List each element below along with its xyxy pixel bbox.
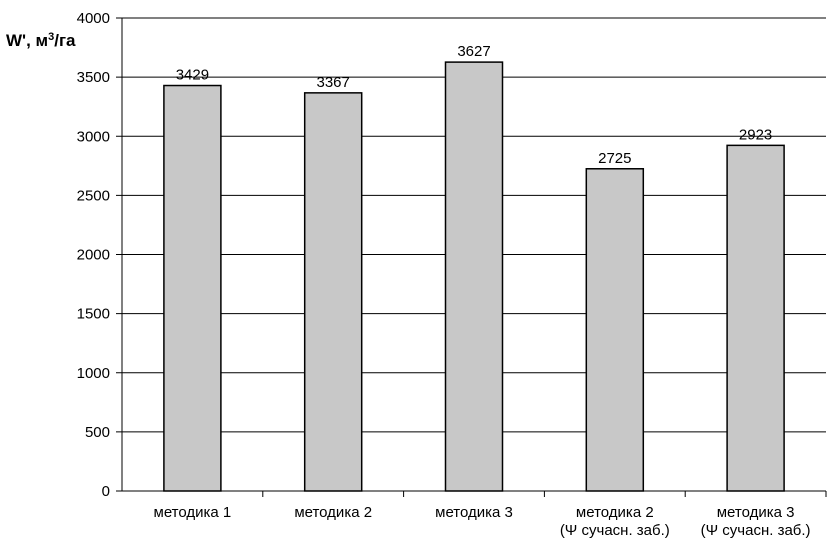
x-tick-label-5: методика 3 (Ψ сучасн. заб.) (701, 504, 811, 539)
x-tick-label-1: методика 1 (154, 504, 232, 521)
y-tick-label-1000: 1000 (77, 365, 110, 382)
y-axis-title-suffix: /га (54, 31, 76, 50)
x-tick-label-5-line-2: (Ψ сучасн. заб.) (701, 522, 811, 539)
bar-1 (163, 84, 222, 492)
y-tick-label-500: 500 (85, 424, 110, 441)
x-tick-label-3-line-1: методика 3 (435, 504, 513, 521)
y-tick-label-4000: 4000 (77, 10, 110, 27)
bar-layer (163, 61, 785, 492)
data-label-3: 3627 (457, 43, 490, 60)
x-tick-label-4-line-2: (Ψ сучасн. заб.) (560, 522, 670, 539)
bar-4 (585, 168, 645, 492)
y-axis-title-prefix: W', м (6, 31, 48, 50)
y-axis-title-sup: 3 (48, 31, 54, 43)
x-tick-label-2-line-1: методика 2 (294, 504, 372, 521)
bar-5 (726, 144, 785, 492)
bar-2 (303, 92, 363, 492)
data-label-2: 3367 (317, 74, 350, 91)
y-tick-label-1500: 1500 (77, 306, 110, 323)
y-tick-label-2000: 2000 (77, 247, 110, 264)
y-axis-title: W', м3/га (6, 31, 76, 50)
y-tick-label-0: 0 (102, 483, 110, 500)
y-tick-label-3000: 3000 (77, 128, 110, 145)
x-tick-label-4-line-1: методика 2 (576, 504, 654, 521)
x-tick-label-5-line-1: методика 3 (717, 504, 795, 521)
x-tick-label-1-line-1: методика 1 (154, 504, 232, 521)
x-tick-label-4: методика 2 (Ψ сучасн. заб.) (560, 504, 670, 539)
label-layer: 0 500 1000 1500 2000 2500 3000 3500 4000 3429 мето… (77, 10, 811, 539)
data-label-4: 2725 (598, 150, 631, 167)
y-tick-label-2500: 2500 (77, 187, 110, 204)
data-label-5: 2923 (739, 126, 772, 143)
data-label-1: 3429 (176, 67, 209, 84)
x-tick-label-2: методика 2 (294, 504, 372, 521)
bar-3 (444, 61, 504, 492)
axis-layer (116, 17, 827, 497)
y-tick-label-3500: 3500 (77, 69, 110, 86)
x-tick-label-3: методика 3 (435, 504, 513, 521)
